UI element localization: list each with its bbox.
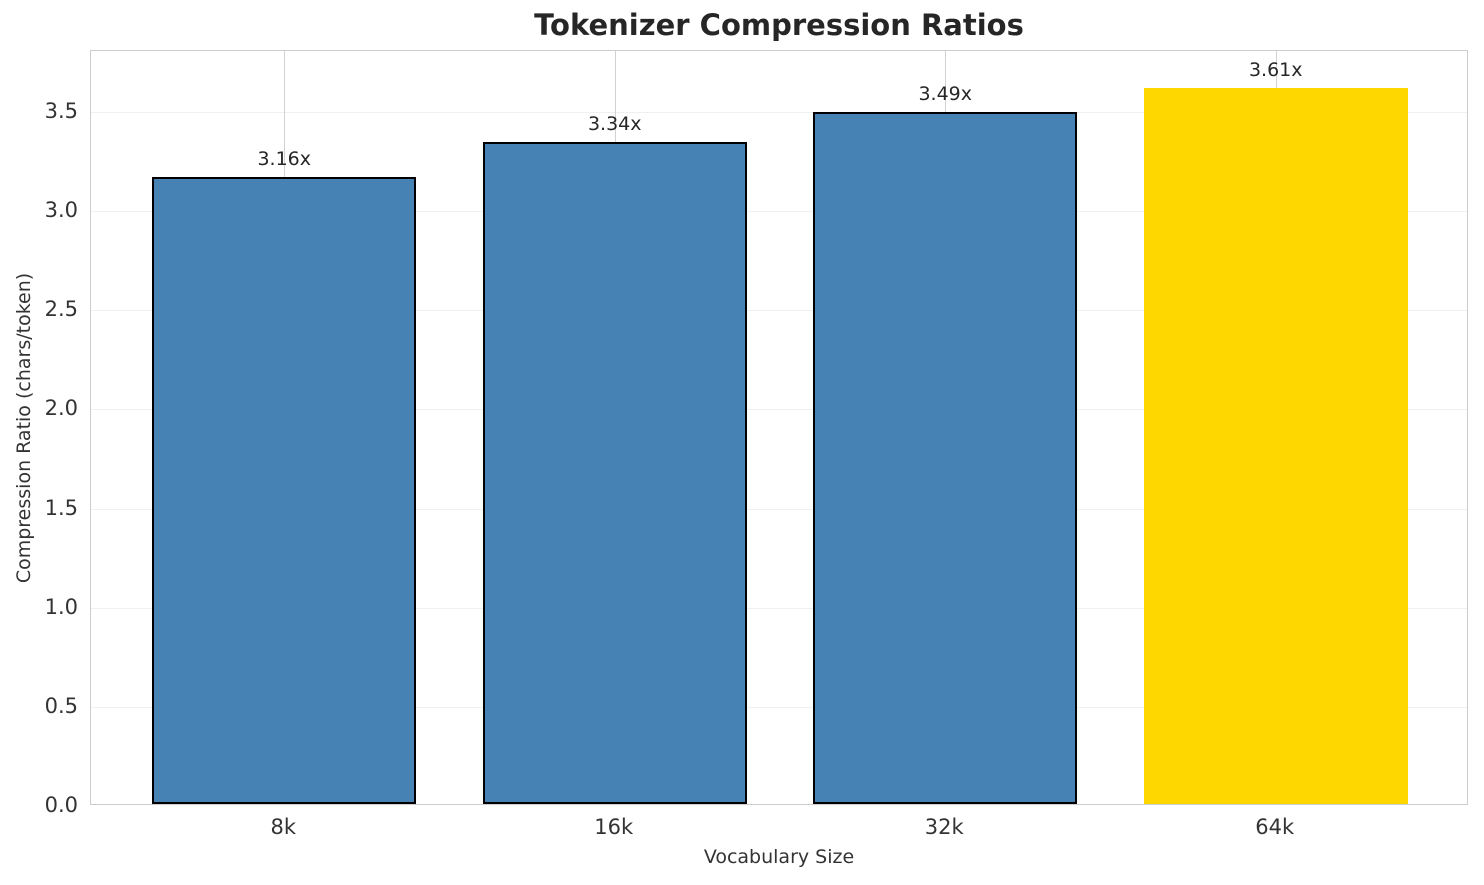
xtick-label-16k: 16k <box>594 815 634 839</box>
gridline-horizontal <box>91 706 1467 708</box>
gridline-horizontal <box>91 607 1467 609</box>
gridline-horizontal <box>91 508 1467 510</box>
ytick-label-0.0: 0.0 <box>44 793 78 817</box>
bar-16k <box>482 141 747 804</box>
gridline-horizontal <box>91 310 1467 312</box>
xtick-label-64k: 64k <box>1255 815 1295 839</box>
ytick-label-3.0: 3.0 <box>44 198 78 223</box>
gridline-horizontal <box>91 409 1467 411</box>
xtick-label-32k: 32k <box>924 815 964 839</box>
bar-value-label-16k: 3.34x <box>587 112 642 135</box>
xtick-label-8k: 8k <box>270 815 297 839</box>
ytick-label-1.5: 1.5 <box>44 495 78 520</box>
ytick-label-3.5: 3.5 <box>44 99 78 124</box>
bar-value-label-64k: 3.61x <box>1248 59 1303 82</box>
bar-8k <box>152 177 417 804</box>
gridline-horizontal <box>91 112 1467 114</box>
x-axis-label: Vocabulary Size <box>703 846 855 868</box>
bar-value-label-32k: 3.49x <box>918 83 973 106</box>
bar-64k <box>1143 88 1408 804</box>
chart-title: Tokenizer Compression Ratios <box>534 8 1024 42</box>
ytick-label-2.5: 2.5 <box>44 297 78 322</box>
bar-32k <box>813 112 1078 804</box>
y-axis-label: Compression Ratio (chars/token) <box>13 272 35 584</box>
ytick-label-1.0: 1.0 <box>44 594 78 619</box>
plot-area: 3.16x 3.34x 3.49x 3.61x <box>90 50 1468 805</box>
bar-value-label-8k: 3.16x <box>257 148 312 171</box>
ytick-label-0.5: 0.5 <box>44 693 78 718</box>
gridline-horizontal <box>91 211 1467 213</box>
ytick-label-2.0: 2.0 <box>44 396 78 421</box>
